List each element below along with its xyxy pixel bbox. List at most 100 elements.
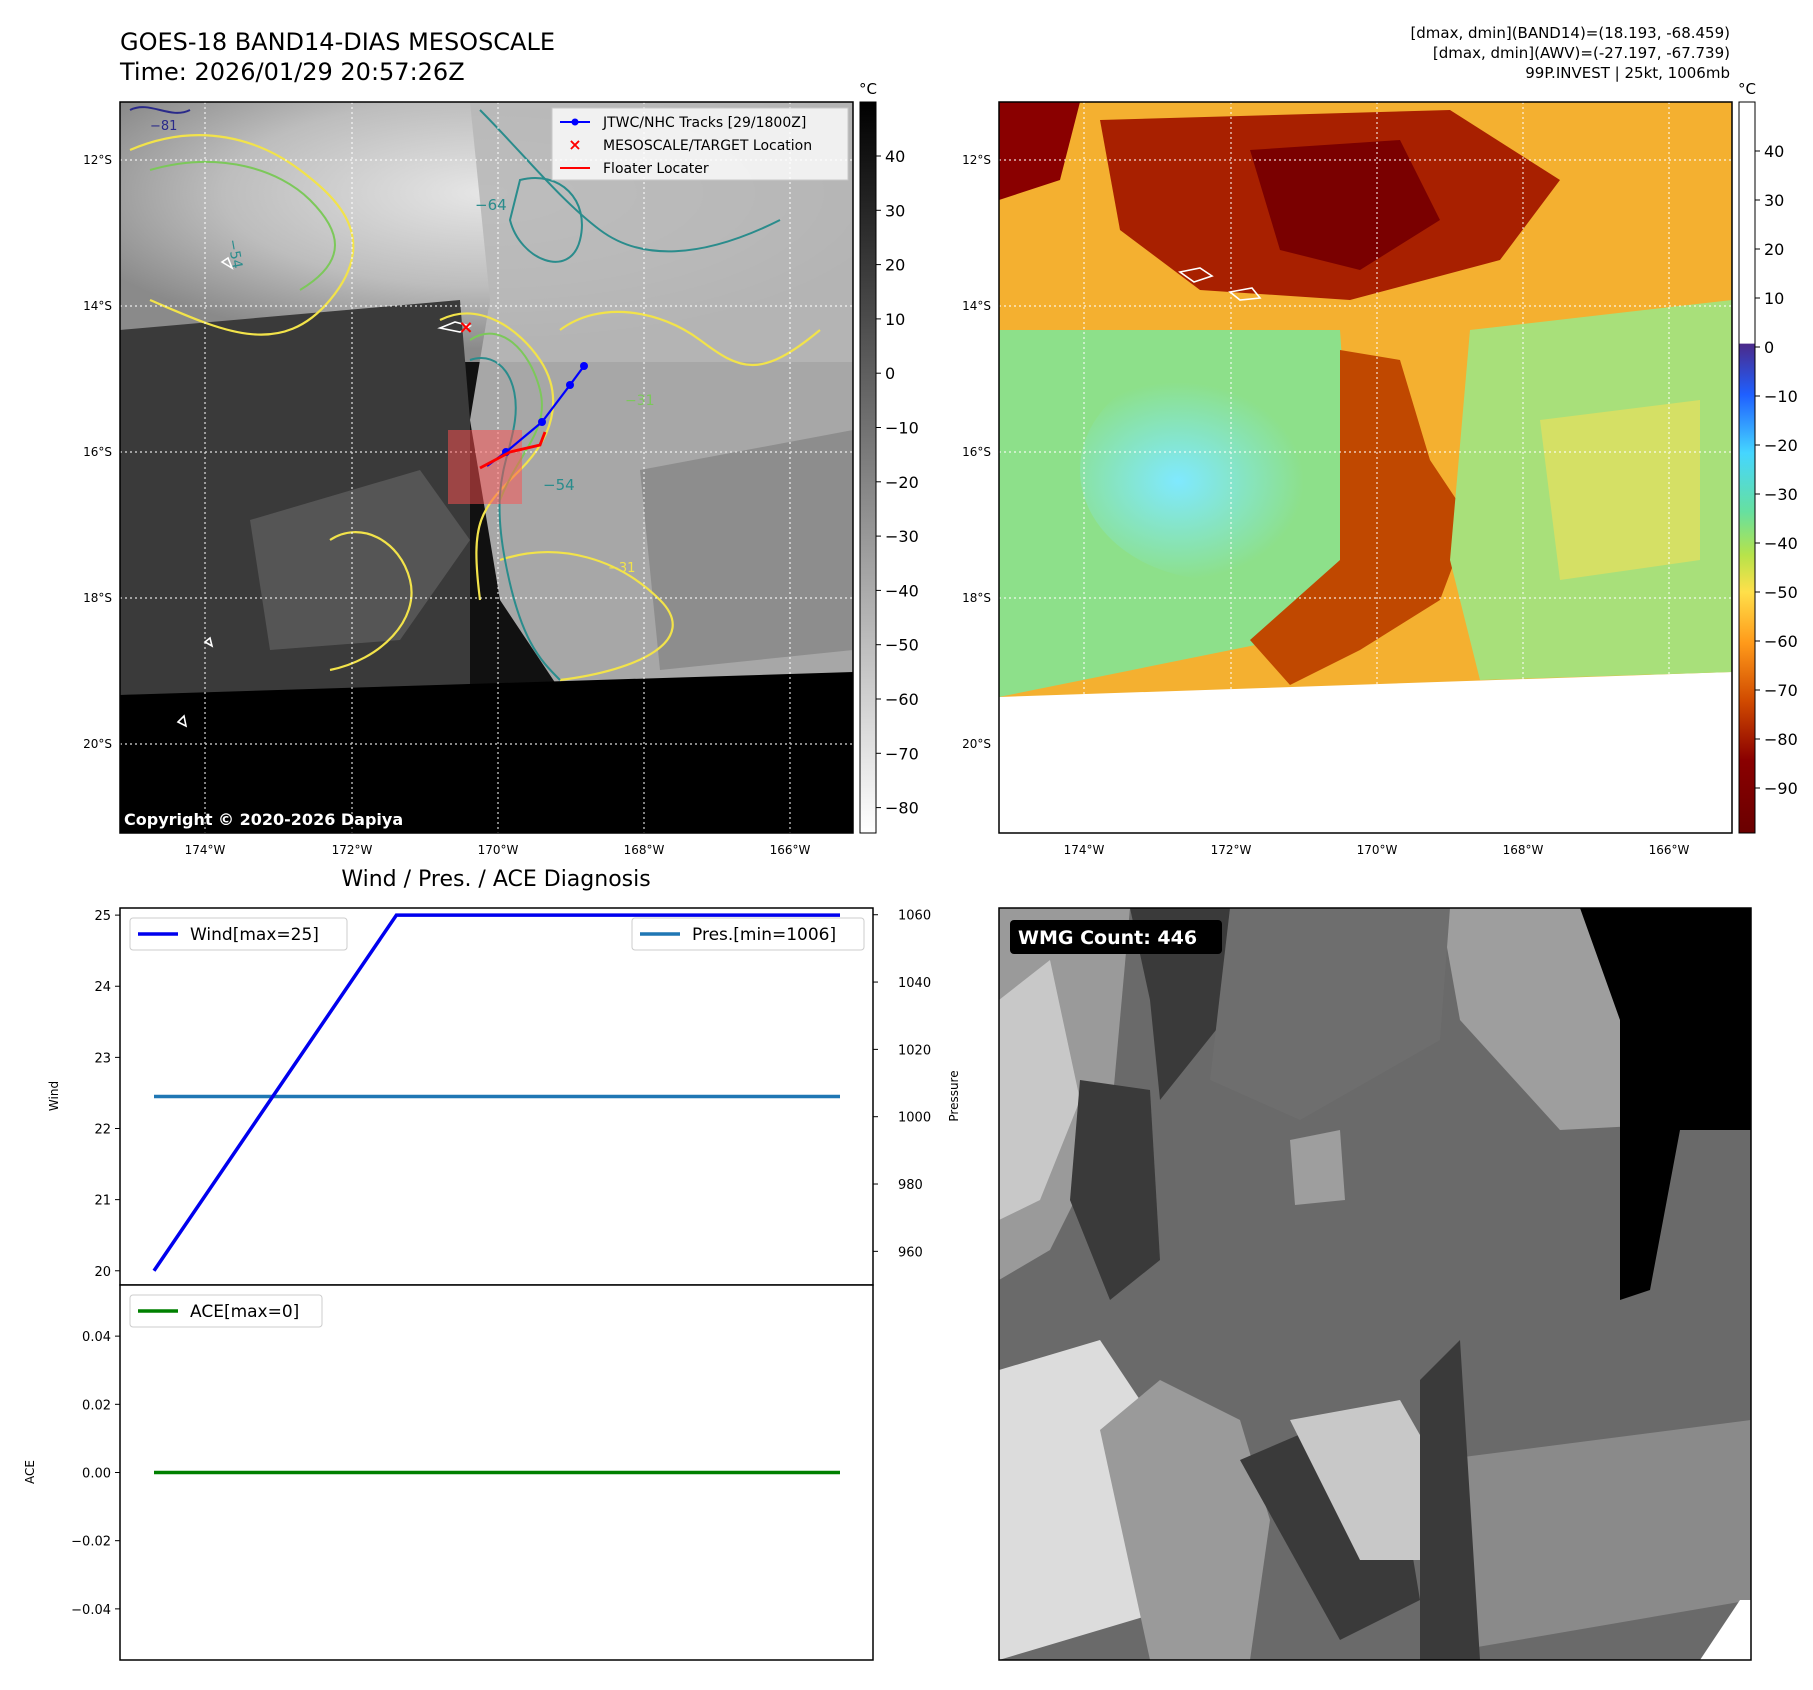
floater-box — [448, 430, 522, 504]
awv-colorbar-tick-label: −50 — [1764, 583, 1798, 602]
gray-colorbar-tick-label: 30 — [885, 201, 905, 220]
figure-title: GOES-18 BAND14-DIAS MESOSCALE — [120, 28, 555, 56]
lat-tick: 16°S — [83, 445, 112, 459]
wind-tick-label: 25 — [94, 909, 111, 924]
stats-line-3: 99P.INVEST | 25kt, 1006mb — [1525, 64, 1730, 82]
coastline — [176, 256, 234, 728]
awv-map-gridlines — [999, 102, 1732, 833]
ir-map-frame — [119, 101, 854, 834]
awv-colorbar-tick-label: 40 — [1764, 142, 1784, 161]
floater-locater-line — [479, 431, 547, 470]
wind-tick-label: 24 — [94, 980, 111, 995]
lon-tick: 166°W — [1649, 843, 1690, 857]
lon-tick: 166°W — [770, 843, 811, 857]
stats-line-2: [dmax, dmin](AWV)=(-27.197, -67.739) — [1433, 44, 1730, 62]
gray-colorbar: °C 40 30 20 10 0 −10 −20 −30 −40 −50 −60 −70 −80 — [859, 80, 919, 834]
awv-colorbar: °C 40 30 20 10 0 −10 −20 −30 −40 −50 −60 −70 −80 −90 — [1738, 80, 1798, 834]
awv-map-panel — [998, 101, 1733, 834]
awv-colorbar-tick-label: −80 — [1764, 730, 1798, 749]
awv-colorbar-tick-label: −30 — [1764, 485, 1798, 504]
lon-tick: 168°W — [1503, 843, 1544, 857]
stats-line-1: [dmax, dmin](BAND14)=(18.193, -68.459) — [1410, 24, 1730, 42]
awv-colorbar-tick-label: −40 — [1764, 534, 1798, 553]
ace-tick-label: −0.04 — [71, 1603, 111, 1618]
lat-tick: 16°S — [962, 445, 991, 459]
wmg-count-badge — [1010, 920, 1222, 954]
lat-tick: 14°S — [962, 299, 991, 313]
gray-colorbar-tick-label: −30 — [885, 527, 919, 546]
pressure-legend-label: Pres.[min=1006] — [692, 925, 836, 945]
ir-map-panel: −64 −54 −31 −54 −31 −81 × — [119, 101, 854, 834]
wind-tick-label: 21 — [94, 1194, 111, 1209]
awv-colorbar-tick-label: −10 — [1764, 387, 1798, 406]
lon-tick: 174°W — [1064, 843, 1105, 857]
lat-tick: 14°S — [83, 299, 112, 313]
gray-colorbar-tick-label: −20 — [885, 473, 919, 492]
wind-legend-label: Wind[max=25] — [190, 925, 319, 945]
awv-map-axis-labels: 174°W 172°W 170°W 168°W 166°W 12°S 14°S … — [962, 153, 1689, 857]
pressure-tick-label: 980 — [898, 1178, 923, 1193]
ace-axis-label: ACE — [23, 1460, 37, 1484]
colorbar-unit: °C — [1738, 80, 1756, 98]
ir-map-axis-labels: 174°W 172°W 170°W 168°W 166°W 12°S 14°S … — [83, 153, 810, 857]
gray-colorbar-tick-label: −10 — [885, 419, 919, 438]
wind-tick-label: 23 — [94, 1051, 111, 1066]
figure-time: Time: 2026/01/29 20:57:26Z — [119, 58, 465, 86]
gray-colorbar-tick-label: −40 — [885, 581, 919, 600]
legend-floater: Floater Locater — [603, 161, 709, 177]
wind-pressure-chart: 20 21 22 23 24 25 960 980 1000 1020 1040 1060 Wind… — [47, 907, 961, 1286]
ace-chart: 0.04 0.02 0.00 −0.02 −0.04 ACE ACE[max=0] — [23, 1284, 874, 1661]
contour-label: −81 — [150, 119, 177, 134]
diagnosis-title: Wind / Pres. / ACE Diagnosis — [341, 867, 650, 892]
legend-target: MESOSCALE/TARGET Location — [603, 138, 812, 154]
coastline — [437, 321, 473, 333]
ace-tick-label: 0.00 — [82, 1467, 111, 1482]
lon-tick: 172°W — [332, 843, 373, 857]
ace-tick-label: 0.04 — [82, 1330, 111, 1345]
contour-label: −31 — [608, 561, 635, 576]
copyright-text: Copyright © 2020-2026 Dapiya — [124, 810, 403, 829]
awv-colorbar-tick-label: −90 — [1764, 779, 1798, 798]
track-point — [580, 362, 588, 370]
gray-colorbar-tick-label: 20 — [885, 256, 905, 275]
gray-colorbar-tick-label: 40 — [885, 147, 905, 166]
pressure-axis-label: Pressure — [947, 1070, 961, 1121]
wmg-count: WMG Count: 446 — [1018, 927, 1197, 949]
wmg-panel: WMG Count: 446 — [998, 907, 1752, 1661]
gray-colorbar-tick-label: 0 — [885, 364, 895, 383]
gray-colorbar-tick-label: 10 — [885, 310, 905, 329]
pressure-legend — [631, 917, 865, 951]
ace-legend — [129, 1294, 323, 1328]
pressure-tick-label: 1000 — [898, 1111, 931, 1126]
contour-label: −31 — [625, 393, 655, 409]
wind-legend — [129, 917, 348, 951]
coastline — [1178, 267, 1262, 301]
awv-colorbar-tick-label: −20 — [1764, 436, 1798, 455]
lon-tick: 174°W — [185, 843, 226, 857]
lat-tick: 12°S — [83, 153, 112, 167]
gray-colorbar-tick-label: −80 — [885, 799, 919, 818]
awv-colorbar-tick-label: 0 — [1764, 338, 1774, 357]
lat-tick: 12°S — [962, 153, 991, 167]
ace-legend-label: ACE[max=0] — [190, 1302, 299, 1322]
legend-tracks: JTWC/NHC Tracks [29/1800Z] — [602, 115, 806, 131]
awv-colorbar-tick-label: −60 — [1764, 632, 1798, 651]
lat-tick: 18°S — [962, 591, 991, 605]
lat-tick: 20°S — [962, 737, 991, 751]
pressure-tick-label: 960 — [898, 1245, 923, 1260]
awv-colorbar-tick-label: 20 — [1764, 240, 1784, 259]
pressure-tick-label: 1040 — [898, 976, 931, 991]
gray-colorbar-tick-label: −60 — [885, 690, 919, 709]
lon-tick: 172°W — [1211, 843, 1252, 857]
lon-tick: 168°W — [624, 843, 665, 857]
contour-label: −64 — [475, 196, 507, 214]
lon-tick: 170°W — [478, 843, 519, 857]
gray-colorbar-tick-label: −70 — [885, 744, 919, 763]
awv-colorbar-tick-label: 10 — [1764, 289, 1784, 308]
track-point — [566, 381, 574, 389]
lat-tick: 20°S — [83, 737, 112, 751]
wind-tick-label: 20 — [94, 1265, 111, 1280]
target-marker: × — [458, 317, 473, 338]
awv-colorbar-tick-label: 30 — [1764, 191, 1784, 210]
